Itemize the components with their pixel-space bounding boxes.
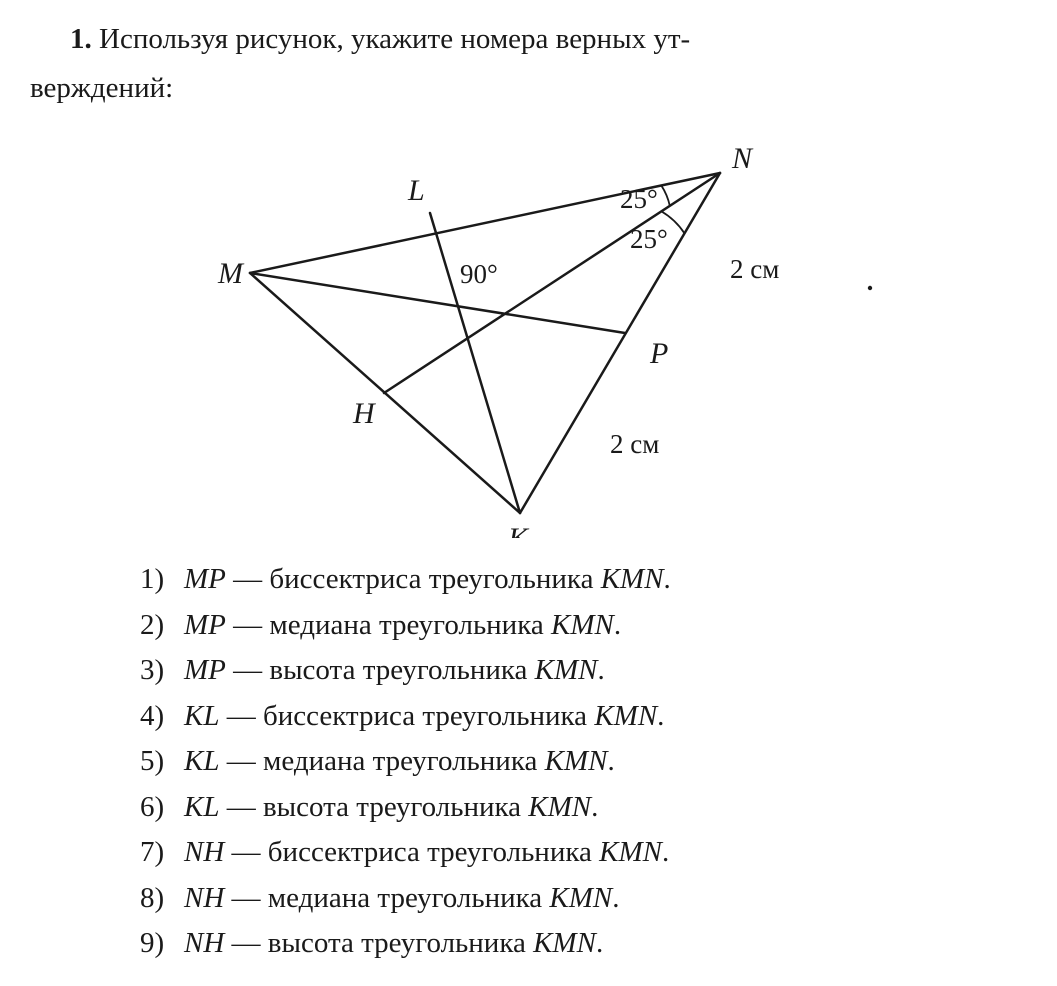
statement-triangle: KMN bbox=[528, 791, 591, 823]
statement-item: 7)NH — биссектриса треугольника KMN. bbox=[140, 831, 1027, 875]
statement-item: 3)MP — высота треугольника KMN. bbox=[140, 649, 1027, 693]
statement-text: — высота треугольника bbox=[226, 654, 535, 686]
statement-number: 1) bbox=[140, 558, 184, 602]
statement-text: — высота треугольника bbox=[219, 791, 528, 823]
statement-end: . bbox=[664, 563, 671, 595]
statement-number: 2) bbox=[140, 604, 184, 648]
svg-text:P: P bbox=[649, 337, 668, 370]
statement-end: . bbox=[657, 700, 664, 732]
statement-end: . bbox=[612, 882, 619, 914]
statement-segment: KL bbox=[184, 745, 219, 777]
statement-triangle: KMN bbox=[599, 836, 662, 868]
statement-number: 5) bbox=[140, 740, 184, 784]
svg-text:2 см: 2 см bbox=[610, 429, 659, 459]
statement-end: . bbox=[662, 836, 669, 868]
statement-end: . bbox=[596, 927, 603, 959]
statement-segment: MP bbox=[184, 563, 226, 595]
statement-text: — биссектриса треугольника bbox=[226, 563, 601, 595]
statement-triangle: KMN bbox=[533, 927, 596, 959]
svg-text:K: K bbox=[507, 522, 530, 538]
statement-segment: MP bbox=[184, 609, 226, 641]
svg-text:H: H bbox=[352, 397, 377, 430]
svg-text:25°: 25° bbox=[620, 184, 658, 214]
statements-list: 1)MP — биссектриса треугольника KMN.2)MP… bbox=[30, 558, 1027, 966]
problem-text-2: верждений: bbox=[30, 69, 1027, 108]
statement-number: 7) bbox=[140, 831, 184, 875]
statement-number: 8) bbox=[140, 877, 184, 921]
statement-item: 8)NH — медиана треугольника KMN. bbox=[140, 877, 1027, 921]
statement-text: — медиана треугольника bbox=[224, 882, 549, 914]
problem-header: 1. Используя рисунок, укажите номера вер… bbox=[30, 20, 1027, 59]
statement-end: . bbox=[591, 791, 598, 823]
statement-segment: NH bbox=[184, 882, 224, 914]
statement-segment: MP bbox=[184, 654, 226, 686]
svg-text:90°: 90° bbox=[460, 259, 498, 289]
statement-number: 6) bbox=[140, 786, 184, 830]
statement-item: 9)NH — высота треугольника KMN. bbox=[140, 922, 1027, 966]
statement-end: . bbox=[614, 609, 621, 641]
statement-text: — высота треугольника bbox=[224, 927, 533, 959]
statement-triangle: KMN bbox=[551, 609, 614, 641]
statement-triangle: KMN bbox=[601, 563, 664, 595]
statement-segment: KL bbox=[184, 791, 219, 823]
problem-text-1: Используя рисунок, укажите номера верных… bbox=[99, 23, 690, 55]
statement-item: 2)MP — медиана треугольника KMN. bbox=[140, 604, 1027, 648]
svg-text:25°: 25° bbox=[630, 224, 668, 254]
statement-item: 6)KL — высота треугольника KMN. bbox=[140, 786, 1027, 830]
statement-item: 5)KL — медиана треугольника KMN. bbox=[140, 740, 1027, 784]
svg-text:2 см: 2 см bbox=[730, 254, 779, 284]
statement-end: . bbox=[598, 654, 605, 686]
statement-number: 4) bbox=[140, 695, 184, 739]
problem-number: 1. bbox=[70, 23, 92, 55]
statement-text: — медиана треугольника bbox=[219, 745, 544, 777]
statement-number: 3) bbox=[140, 649, 184, 693]
statement-segment: NH bbox=[184, 927, 224, 959]
statement-triangle: KMN bbox=[549, 882, 612, 914]
svg-text:N: N bbox=[731, 142, 754, 175]
statement-text: — биссектриса треугольника bbox=[224, 836, 599, 868]
statement-text: — биссектриса треугольника bbox=[219, 700, 594, 732]
statement-triangle: KMN bbox=[535, 654, 598, 686]
statement-text: — медиана треугольника bbox=[226, 609, 551, 641]
geometry-svg: M N K L P H 90° 25° 25° 2 см 2 см bbox=[30, 118, 1030, 538]
geometry-figure: M N K L P H 90° 25° 25° 2 см 2 см bbox=[30, 118, 1027, 538]
svg-text:L: L bbox=[407, 174, 425, 207]
statement-number: 9) bbox=[140, 922, 184, 966]
statement-triangle: KMN bbox=[594, 700, 657, 732]
statement-segment: KL bbox=[184, 700, 219, 732]
statement-item: 1)MP — биссектриса треугольника KMN. bbox=[140, 558, 1027, 602]
statement-triangle: KMN bbox=[545, 745, 608, 777]
statement-item: 4)KL — биссектриса треугольника KMN. bbox=[140, 695, 1027, 739]
statement-segment: NH bbox=[184, 836, 224, 868]
statement-end: . bbox=[607, 745, 614, 777]
svg-text:M: M bbox=[217, 257, 245, 290]
